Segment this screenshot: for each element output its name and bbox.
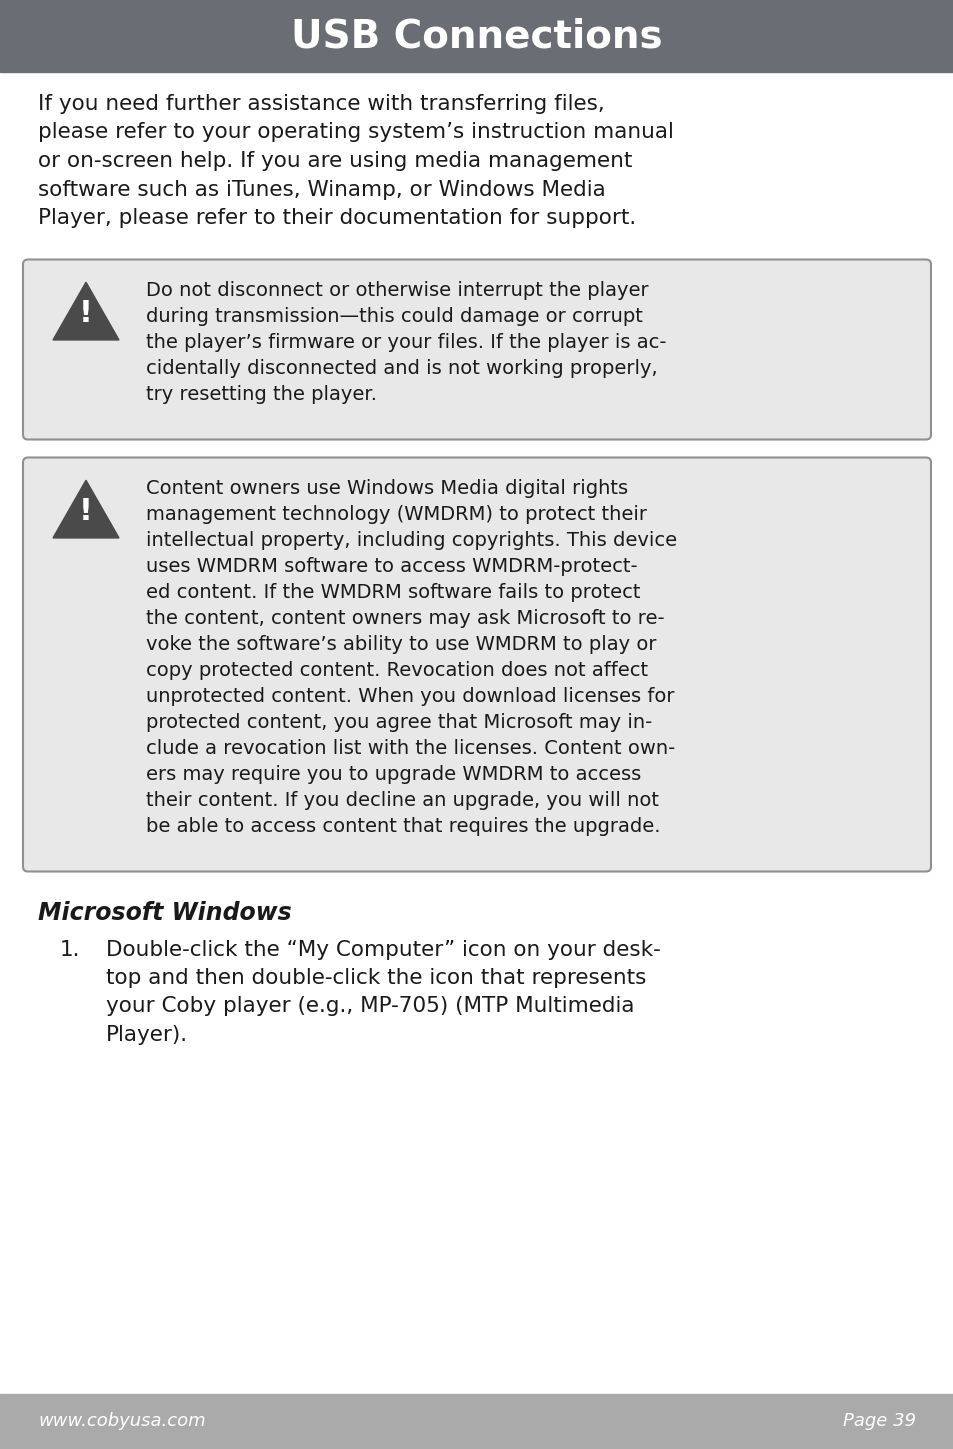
Text: management technology (WMDRM) to protect their: management technology (WMDRM) to protect… xyxy=(146,504,646,523)
Text: clude a revocation list with the licenses. Content own-: clude a revocation list with the license… xyxy=(146,739,675,758)
FancyBboxPatch shape xyxy=(23,259,930,439)
Text: be able to access content that requires the upgrade.: be able to access content that requires … xyxy=(146,816,659,836)
Text: Do not disconnect or otherwise interrupt the player: Do not disconnect or otherwise interrupt… xyxy=(146,281,648,300)
Text: try resetting the player.: try resetting the player. xyxy=(146,384,376,403)
Text: top and then double-click the icon that represents: top and then double-click the icon that … xyxy=(106,968,646,988)
Bar xyxy=(0,0,953,72)
Text: cidentally disconnected and is not working properly,: cidentally disconnected and is not worki… xyxy=(146,358,657,378)
Text: 1.: 1. xyxy=(60,939,80,959)
Text: Player).: Player). xyxy=(106,1024,188,1045)
Polygon shape xyxy=(53,480,119,538)
Text: protected content, you agree that Microsoft may in-: protected content, you agree that Micros… xyxy=(146,713,652,732)
Text: the content, content owners may ask Microsoft to re-: the content, content owners may ask Micr… xyxy=(146,609,664,627)
Text: www.cobyusa.com: www.cobyusa.com xyxy=(38,1413,206,1430)
Text: intellectual property, including copyrights. This device: intellectual property, including copyrig… xyxy=(146,530,677,549)
Text: Double-click the “My Computer” icon on your desk-: Double-click the “My Computer” icon on y… xyxy=(106,939,660,959)
Text: Player, please refer to their documentation for support.: Player, please refer to their documentat… xyxy=(38,209,636,227)
Text: unprotected content. When you download licenses for: unprotected content. When you download l… xyxy=(146,687,674,706)
Text: voke the software’s ability to use WMDRM to play or: voke the software’s ability to use WMDRM… xyxy=(146,635,656,653)
Text: Microsoft Windows: Microsoft Windows xyxy=(38,901,292,926)
Text: their content. If you decline an upgrade, you will not: their content. If you decline an upgrade… xyxy=(146,791,659,810)
Text: ed content. If the WMDRM software fails to protect: ed content. If the WMDRM software fails … xyxy=(146,582,639,601)
Text: USB Connections: USB Connections xyxy=(291,17,662,55)
Bar xyxy=(0,1394,953,1449)
Text: software such as iTunes, Winamp, or Windows Media: software such as iTunes, Winamp, or Wind… xyxy=(38,180,605,200)
Text: !: ! xyxy=(79,298,92,327)
Polygon shape xyxy=(53,283,119,341)
Text: your Coby player (e.g., MP-705) (MTP Multimedia: your Coby player (e.g., MP-705) (MTP Mul… xyxy=(106,997,634,1017)
FancyBboxPatch shape xyxy=(23,458,930,871)
Text: the player’s firmware or your files. If the player is ac-: the player’s firmware or your files. If … xyxy=(146,332,666,352)
Text: Page 39: Page 39 xyxy=(842,1413,915,1430)
Text: If you need further assistance with transferring files,: If you need further assistance with tran… xyxy=(38,94,604,114)
Text: or on-screen help. If you are using media management: or on-screen help. If you are using medi… xyxy=(38,151,632,171)
Text: ers may require you to upgrade WMDRM to access: ers may require you to upgrade WMDRM to … xyxy=(146,765,640,784)
Text: copy protected content. Revocation does not affect: copy protected content. Revocation does … xyxy=(146,661,647,680)
Text: please refer to your operating system’s instruction manual: please refer to your operating system’s … xyxy=(38,123,673,142)
Text: !: ! xyxy=(79,497,92,526)
Text: Content owners use Windows Media digital rights: Content owners use Windows Media digital… xyxy=(146,478,627,497)
Text: uses WMDRM software to access WMDRM-protect-: uses WMDRM software to access WMDRM-prot… xyxy=(146,556,637,575)
Text: during transmission—this could damage or corrupt: during transmission—this could damage or… xyxy=(146,307,642,326)
